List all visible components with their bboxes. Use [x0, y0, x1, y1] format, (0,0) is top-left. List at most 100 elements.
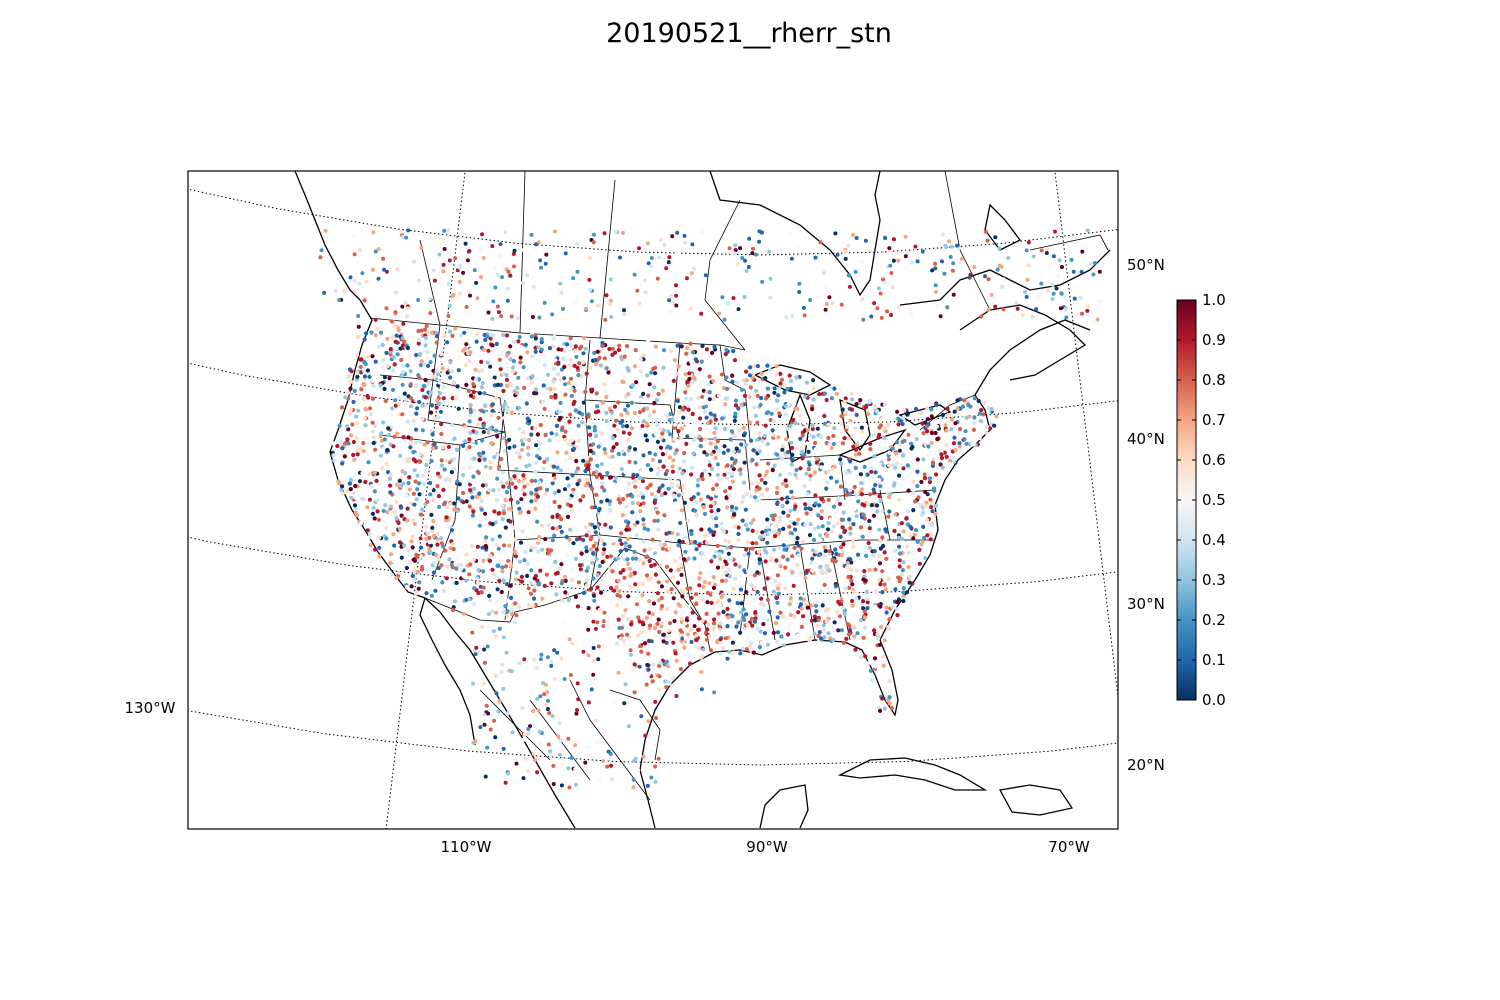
- station-point: [785, 386, 790, 392]
- station-point: [718, 637, 723, 642]
- station-point: [791, 583, 796, 588]
- station-point: [844, 636, 849, 642]
- station-point: [385, 447, 390, 453]
- station-point: [518, 611, 523, 616]
- station-point: [579, 374, 584, 379]
- station-point: [620, 614, 626, 619]
- station-point: [700, 597, 705, 603]
- station-point: [516, 478, 522, 484]
- station-point: [933, 283, 938, 288]
- station-point: [524, 464, 529, 469]
- station-point: [369, 330, 374, 335]
- station-point: [634, 602, 640, 607]
- station-point: [884, 556, 889, 561]
- station-point: [652, 401, 657, 406]
- station-point: [707, 463, 712, 468]
- station-point: [849, 421, 854, 427]
- station-point: [955, 398, 960, 403]
- station-point: [579, 344, 584, 349]
- coastline: [786, 393, 811, 464]
- station-point: [729, 464, 735, 469]
- station-point: [430, 525, 435, 530]
- station-point: [508, 357, 513, 362]
- station-point: [583, 346, 588, 351]
- station-point: [897, 527, 902, 532]
- station-point: [745, 573, 750, 578]
- station-point: [378, 383, 383, 388]
- station-point: [680, 376, 685, 382]
- station-point: [332, 458, 337, 463]
- station-point: [475, 544, 480, 549]
- station-point: [715, 600, 720, 605]
- station-point: [643, 641, 648, 646]
- station-point: [533, 349, 538, 354]
- station-point: [1092, 260, 1097, 265]
- station-point: [352, 278, 357, 283]
- station-point: [853, 466, 858, 471]
- station-point: [895, 440, 900, 445]
- station-point: [644, 630, 649, 635]
- station-point: [673, 651, 678, 656]
- station-point: [490, 408, 495, 413]
- station-point: [525, 482, 530, 487]
- station-point: [702, 511, 708, 516]
- station-point: [910, 444, 915, 450]
- station-point: [503, 780, 508, 785]
- station-point: [404, 397, 409, 402]
- station-point: [612, 588, 617, 593]
- station-point: [588, 547, 593, 552]
- station-point: [785, 495, 790, 500]
- station-point: [847, 492, 852, 497]
- station-point: [587, 425, 592, 430]
- border-line: [609, 689, 661, 761]
- station-point: [492, 383, 497, 388]
- station-point: [554, 432, 559, 437]
- station-point: [468, 350, 473, 355]
- station-point: [504, 490, 510, 495]
- station-point: [670, 464, 675, 469]
- station-point: [757, 229, 762, 234]
- station-point: [944, 442, 949, 447]
- station-point: [927, 543, 932, 548]
- station-point: [707, 527, 712, 532]
- station-point: [615, 641, 620, 646]
- station-point: [882, 706, 887, 711]
- station-point: [779, 496, 785, 501]
- station-point: [767, 249, 772, 254]
- station-point: [877, 642, 883, 647]
- station-point: [877, 527, 882, 532]
- station-point: [741, 378, 746, 383]
- station-point: [934, 424, 939, 429]
- station-point: [406, 228, 411, 233]
- station-point: [557, 752, 562, 757]
- station-point: [435, 398, 440, 403]
- station-point: [456, 368, 461, 373]
- station-point: [770, 524, 775, 529]
- station-point: [343, 395, 348, 400]
- station-point: [467, 597, 472, 602]
- station-point: [333, 288, 338, 293]
- station-point: [845, 424, 850, 429]
- station-point: [1085, 308, 1090, 313]
- station-point: [442, 467, 447, 472]
- station-point: [443, 548, 448, 553]
- station-point: [654, 432, 659, 437]
- station-point: [632, 570, 637, 576]
- station-point: [895, 600, 900, 605]
- station-point: [906, 509, 911, 514]
- station-point: [850, 598, 855, 604]
- station-point: [593, 626, 598, 631]
- station-point: [576, 580, 582, 585]
- station-point: [824, 565, 829, 571]
- station-point: [773, 579, 778, 584]
- station-point: [643, 290, 648, 295]
- station-point: [703, 472, 708, 477]
- station-point: [788, 231, 792, 236]
- station-point: [859, 419, 864, 424]
- station-point: [788, 534, 794, 539]
- station-point: [660, 388, 666, 393]
- station-point: [592, 232, 596, 237]
- station-point: [827, 512, 832, 517]
- station-point: [793, 472, 798, 477]
- station-point: [526, 727, 531, 731]
